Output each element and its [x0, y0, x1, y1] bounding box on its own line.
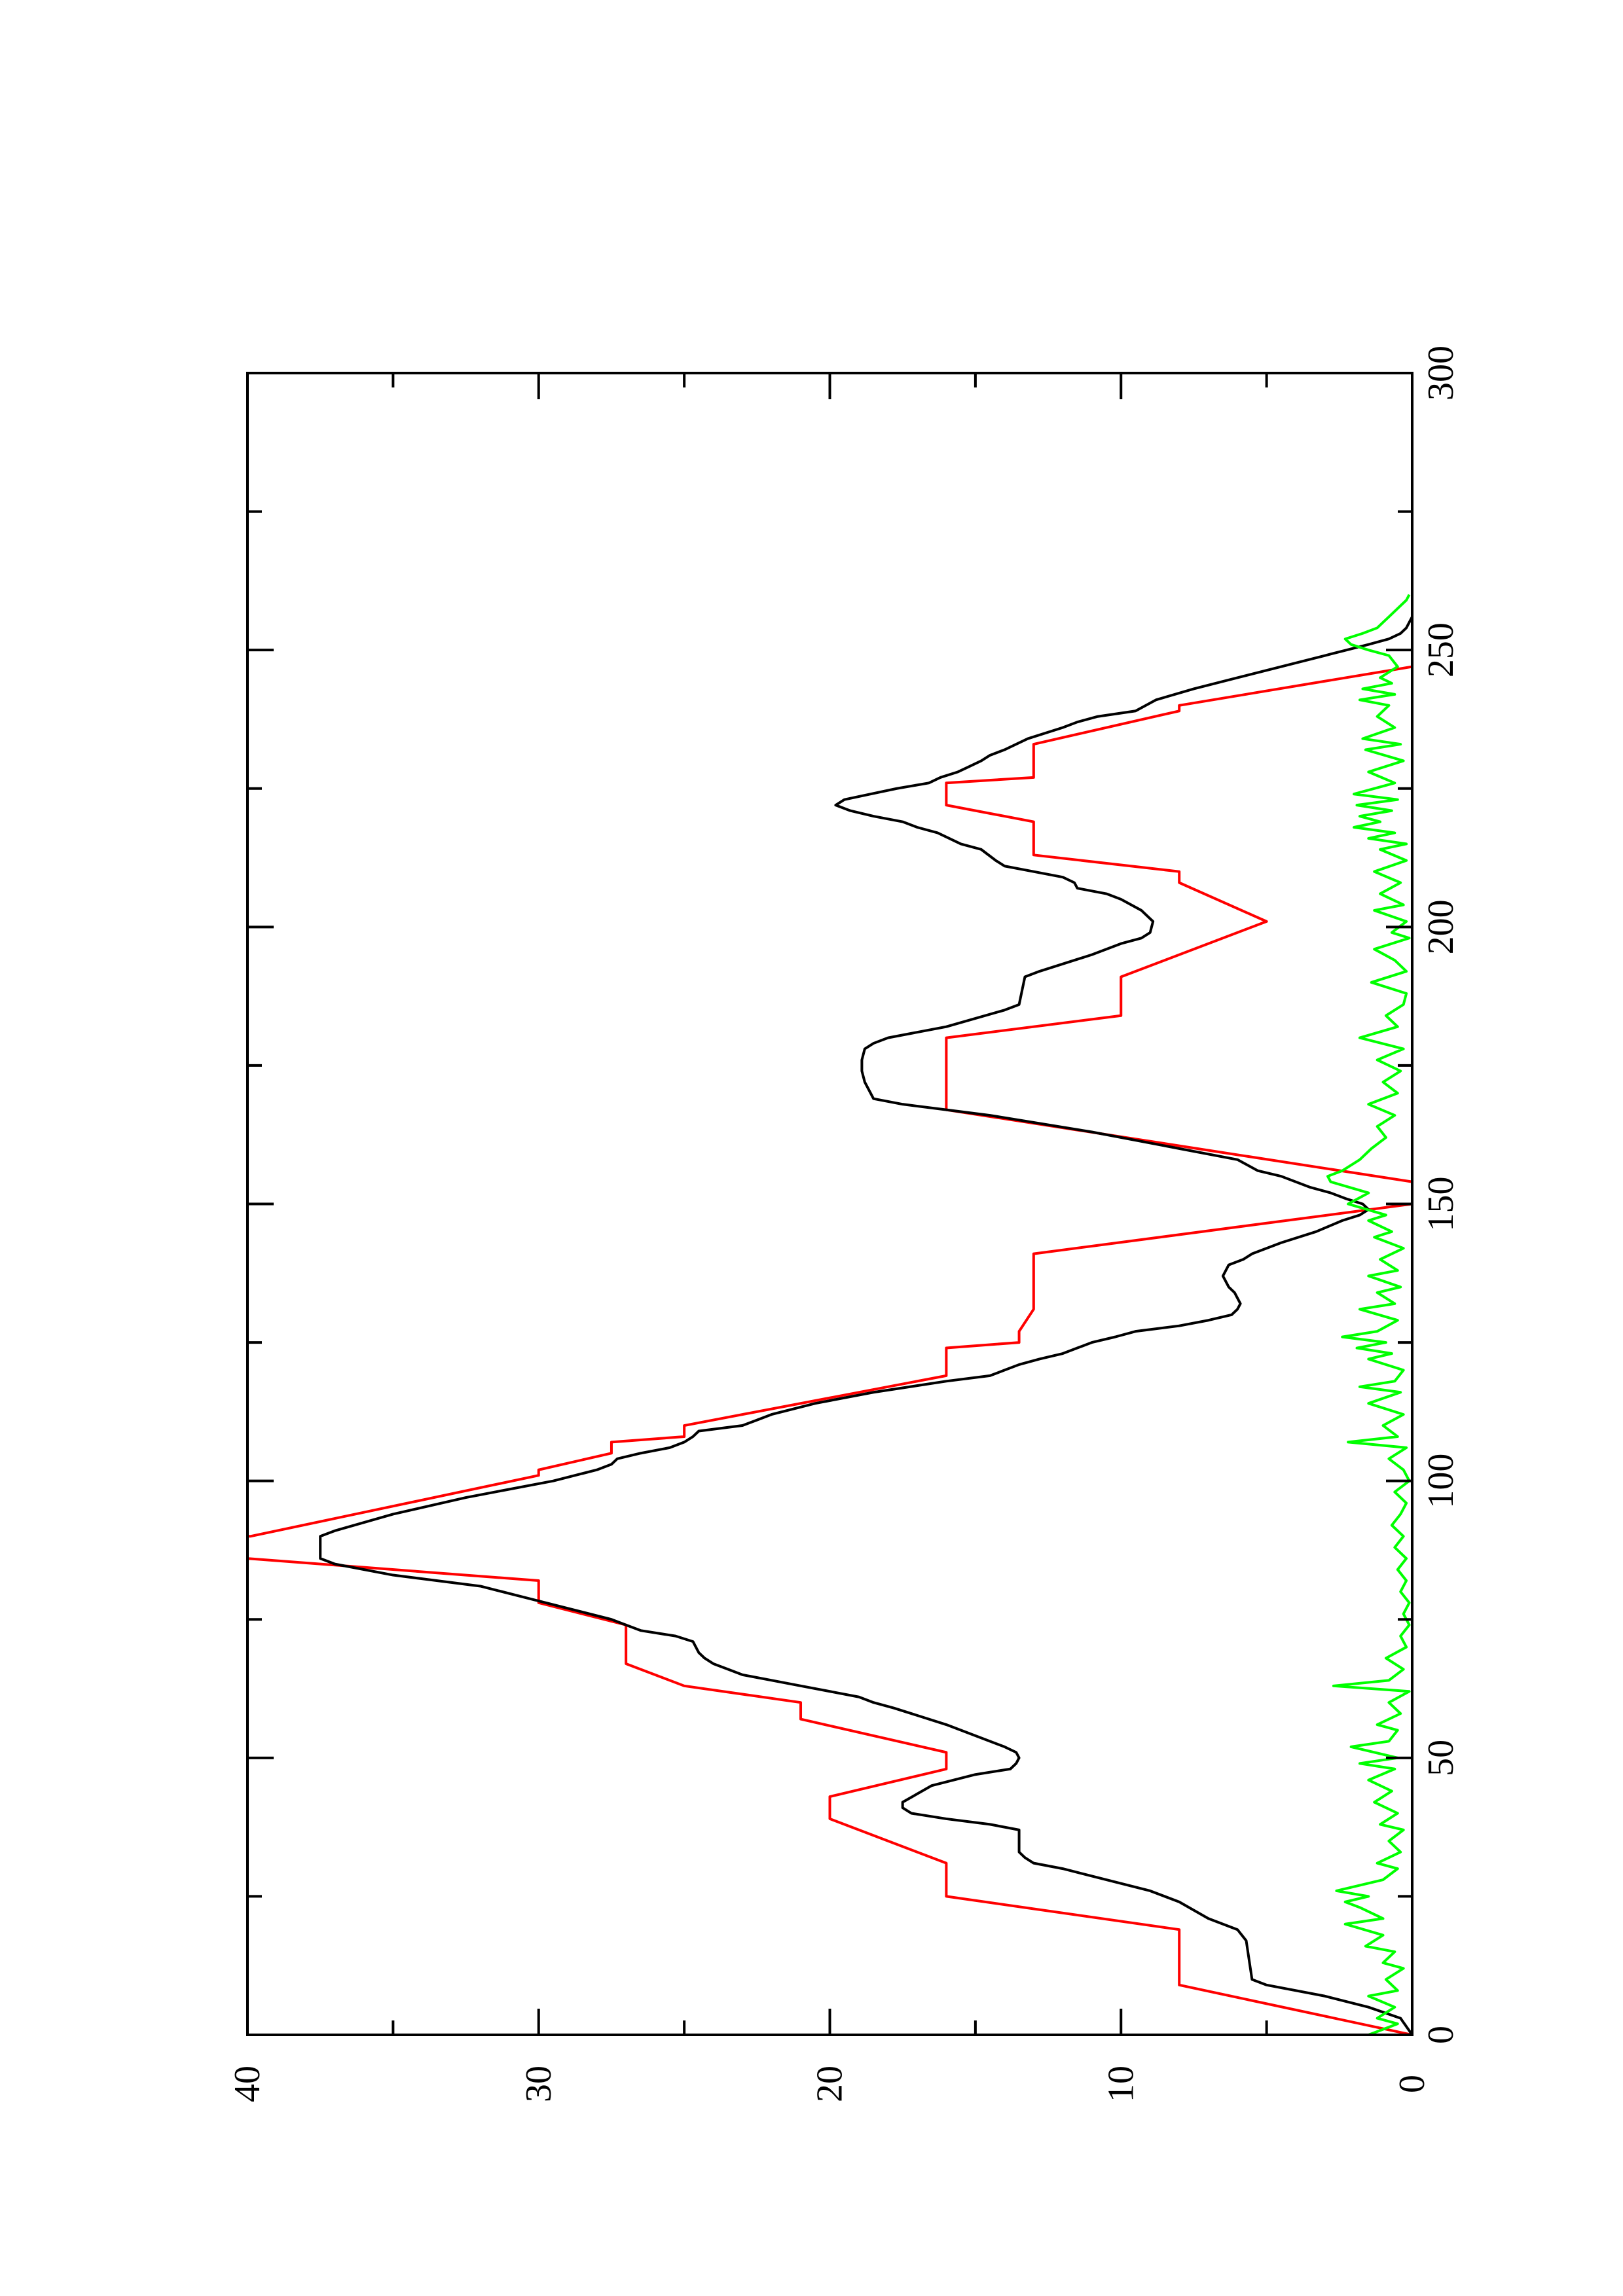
x-tick-label: 0: [1421, 2026, 1461, 2044]
tick-labels: 0 50 100 150 200 250 300 0 10 20 30 40: [227, 346, 1461, 2102]
series-line-2: [319, 616, 1412, 2035]
y-tick-label: 0: [1392, 2075, 1432, 2093]
series-line-1: [247, 665, 1412, 2035]
y-tick-label: 40: [227, 2066, 268, 2102]
x-tick-label: 300: [1421, 346, 1461, 401]
series-line-3: [1326, 594, 1411, 2035]
y-tick-label: 30: [519, 2066, 559, 2102]
x-tick-label: 50: [1421, 1740, 1461, 1776]
tick-marks: [246, 372, 1413, 2036]
x-tick-label: 100: [1421, 1454, 1461, 1509]
plot-frame: [246, 372, 1413, 2036]
series-layer: [247, 594, 1412, 2035]
x-tick-label: 200: [1421, 899, 1461, 954]
x-tick-label: 250: [1421, 622, 1461, 677]
x-tick-label: 150: [1421, 1177, 1461, 1232]
y-tick-label: 10: [1101, 2066, 1141, 2102]
y-tick-label: 20: [810, 2066, 850, 2102]
